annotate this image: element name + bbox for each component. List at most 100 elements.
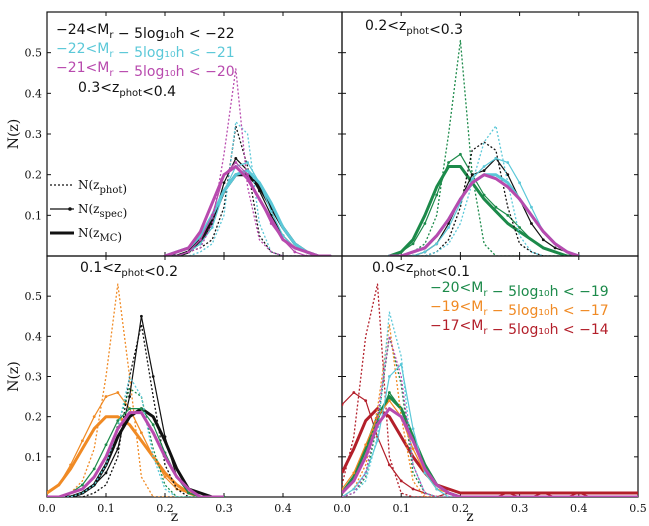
data-point xyxy=(387,375,391,378)
x-tick-label: 0.2 xyxy=(156,502,174,515)
data-point xyxy=(352,471,356,475)
data-point xyxy=(151,375,155,378)
series-line-spec xyxy=(342,400,638,497)
data-point xyxy=(447,226,450,229)
series-line-phot xyxy=(165,121,331,256)
panel-bottom-right: 0.0 0.1 0.2 0.3 0.4 0.5 z 0.0<zphot<0.1−20<Mr −… xyxy=(333,255,647,525)
series-group xyxy=(387,39,581,256)
data-point xyxy=(81,483,84,487)
data-point xyxy=(246,161,250,164)
data-point xyxy=(151,423,155,427)
panel-annotation: 0.2<zphot<0.3 xyxy=(365,18,463,38)
data-point xyxy=(246,173,250,177)
data-point xyxy=(530,205,533,209)
panel-frame xyxy=(46,255,343,498)
series-line-mc xyxy=(388,165,579,256)
series-line-mc xyxy=(389,173,580,256)
series-line-phot xyxy=(165,125,331,256)
x-tick-label: 0.5 xyxy=(629,502,647,515)
x-axis-label: z xyxy=(466,509,473,525)
series-line-phot xyxy=(47,387,224,497)
series-line-phot xyxy=(47,283,224,497)
series-line-phot xyxy=(47,323,224,497)
data-point xyxy=(352,391,356,394)
data-point xyxy=(387,399,391,402)
data-point xyxy=(435,487,439,491)
series-line-phot xyxy=(389,141,579,256)
series-group xyxy=(47,283,226,497)
data-point xyxy=(128,395,132,398)
data-point xyxy=(140,407,143,411)
y-tick-label: 0.2 xyxy=(25,411,43,424)
data-point xyxy=(518,181,521,185)
series-line-mc xyxy=(389,173,580,256)
data-point xyxy=(234,157,238,160)
data-point xyxy=(210,213,214,217)
data-point xyxy=(140,431,143,435)
series-line-phot xyxy=(47,375,224,497)
data-point xyxy=(293,250,297,254)
data-point xyxy=(399,479,403,483)
data-point xyxy=(92,415,96,419)
data-point xyxy=(128,407,132,411)
y-tick-label: 0.1 xyxy=(25,209,43,222)
data-point xyxy=(423,250,427,254)
data-point xyxy=(199,242,202,246)
panel-bottom-left: 0.1 0.2 0.3 0.4 0.5 0.0 0.1 0.2 0.3 0.4 N(z) z 0.1<z… xyxy=(6,255,343,525)
x-tick-label: 0.1 xyxy=(97,502,115,515)
panel-annotation: 0.3<zphot<0.4 xyxy=(78,80,176,100)
legend-entry: −19<Mr − 5log₁₀h < −17 xyxy=(430,299,609,319)
data-point xyxy=(222,181,226,185)
data-point xyxy=(387,391,391,394)
y-tick-label: 0.4 xyxy=(25,87,43,100)
x-tick-label: 0.4 xyxy=(274,502,292,515)
y-tick-label: 0.3 xyxy=(25,371,43,384)
series-line-spec xyxy=(165,157,331,256)
data-point xyxy=(506,161,510,164)
data-point xyxy=(81,439,84,443)
data-point xyxy=(269,209,273,213)
data-point xyxy=(376,439,379,443)
data-point xyxy=(435,193,439,197)
x-tick-label: 0.0 xyxy=(38,502,56,515)
y-axis-label: N(z) xyxy=(6,119,22,150)
data-point xyxy=(518,226,521,229)
legend-entry: −20<Mr − 5log₁₀h < −19 xyxy=(430,280,609,300)
y-tick-label: 0.4 xyxy=(25,330,43,343)
panel-annotation: 0.0<zphot<0.1 xyxy=(372,260,470,280)
data-point xyxy=(364,399,368,402)
data-point xyxy=(411,242,415,246)
data-point xyxy=(116,447,120,451)
data-point xyxy=(104,471,108,475)
data-point xyxy=(342,403,344,407)
legend-entry: −24<Mr − 5log₁₀h < −22 xyxy=(56,22,235,42)
data-point xyxy=(92,467,96,471)
data-point xyxy=(387,463,391,467)
series-line-spec xyxy=(342,363,638,497)
data-point xyxy=(234,161,238,164)
data-point xyxy=(470,177,474,181)
data-point xyxy=(470,173,474,177)
series-line-spec xyxy=(47,315,224,497)
data-point xyxy=(435,242,439,246)
data-point xyxy=(506,173,510,177)
panel-top-left: 0.1 0.2 0.3 0.4 0.5 N(z) 0.3<zphot<0.4 −24<Mr −… xyxy=(6,11,343,257)
y-tick-label: 0.2 xyxy=(25,169,43,182)
data-point xyxy=(116,419,120,423)
data-point xyxy=(411,447,415,451)
series-line-mc xyxy=(164,165,331,256)
series-line-phot xyxy=(389,39,579,256)
data-point xyxy=(210,226,214,229)
key-label: N(zMC) xyxy=(78,226,122,244)
x-tick-label: 0.4 xyxy=(570,502,588,515)
y-tick-label: 0.3 xyxy=(25,128,43,141)
data-point xyxy=(352,487,356,491)
data-point xyxy=(459,152,462,156)
data-point xyxy=(447,161,450,164)
x-tick-label: 0.3 xyxy=(511,502,529,515)
data-point xyxy=(411,427,415,431)
series-line-mc xyxy=(342,395,638,497)
x-axis-label: z xyxy=(171,509,178,525)
series-line-mc xyxy=(164,169,331,256)
